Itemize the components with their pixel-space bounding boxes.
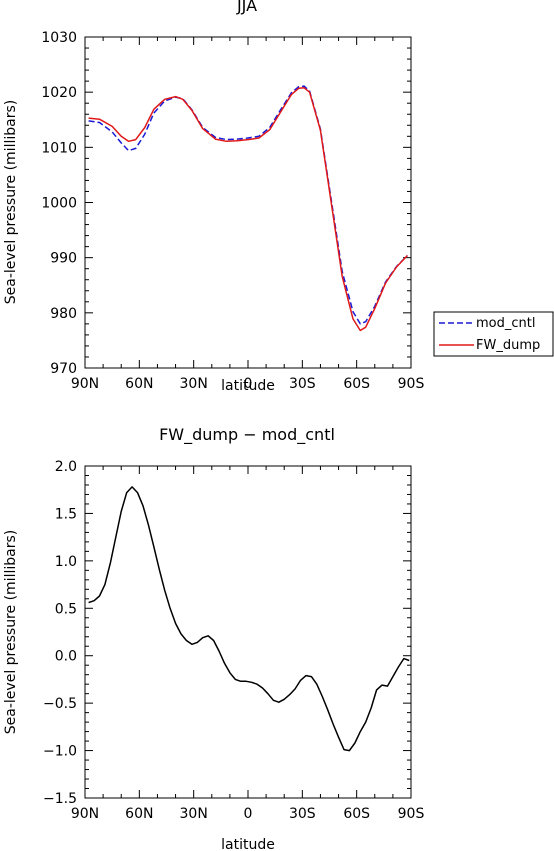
y-tick-label: −1.0 bbox=[43, 744, 77, 760]
x-tick-label: 30N bbox=[180, 376, 208, 392]
x-tick-label: 60S bbox=[343, 376, 370, 392]
y-tick-label: 1.5 bbox=[55, 506, 77, 522]
chart-title: FW_dump − mod_cntl bbox=[159, 425, 335, 445]
x-tick-label: 60N bbox=[125, 376, 153, 392]
y-tick-label: 1020 bbox=[41, 85, 77, 101]
panel-top-jja: JJA 970 980 990 1000 1010 1020 1030 90N 60N 30N 0… bbox=[3, 0, 554, 394]
x-tick-label: 90N bbox=[71, 806, 99, 822]
legend-label-mod-cntl: mod_cntl bbox=[476, 316, 535, 331]
series-line-mod-cntl bbox=[88, 85, 408, 325]
plot-frame bbox=[84, 465, 412, 799]
x-tick-label: 30S bbox=[289, 376, 316, 392]
y-tick-label: −1.5 bbox=[43, 791, 77, 807]
legend-box bbox=[433, 311, 554, 357]
x-axis-label: latitude bbox=[221, 837, 275, 851]
y-tick-label: 0.0 bbox=[55, 649, 77, 665]
y-tick-label: 1030 bbox=[41, 30, 77, 46]
x-tick-label: 30N bbox=[180, 806, 208, 822]
chart-title: JJA bbox=[236, 0, 257, 15]
x-tick-label: 0 bbox=[244, 376, 253, 392]
x-tick-label: 30S bbox=[289, 806, 316, 822]
x-tick-label: 90N bbox=[71, 376, 99, 392]
y-tick-label: 1.0 bbox=[55, 554, 77, 570]
y-tick-label: 970 bbox=[50, 361, 77, 377]
y-axis-label: Sea-level pressure (millibars) bbox=[3, 100, 19, 304]
x-tick-label: 0 bbox=[244, 806, 253, 822]
series-layer bbox=[88, 486, 410, 752]
series-line-difference bbox=[88, 486, 410, 752]
x-axis-label: latitude bbox=[221, 378, 275, 394]
y-axis-label: Sea-level pressure (millibars) bbox=[3, 530, 19, 734]
y-tick-label: 2.0 bbox=[55, 459, 77, 475]
y-tick-label: 1010 bbox=[41, 140, 77, 156]
y-axis: −1.5 −1.0 −0.5 0.0 0.5 1.0 1.5 2.0 bbox=[43, 459, 411, 807]
y-tick-label: 980 bbox=[50, 306, 77, 322]
x-tick-label: 90S bbox=[398, 806, 425, 822]
y-tick-label: 0.5 bbox=[55, 601, 77, 617]
x-axis: 90N 60N 30N 0 30S 60S 90S bbox=[71, 466, 425, 822]
y-axis: 970 980 990 1000 1010 1020 1030 bbox=[41, 30, 411, 377]
legend-label-fw-dump: FW_dump bbox=[476, 338, 540, 353]
x-tick-label: 60S bbox=[343, 806, 370, 822]
series-layer bbox=[88, 85, 408, 332]
series-line-fw-dump bbox=[88, 87, 408, 332]
y-tick-label: 1000 bbox=[41, 196, 77, 212]
x-axis: 90N 60N 30N 0 30S 60S 90S bbox=[71, 37, 425, 392]
x-tick-label: 90S bbox=[398, 376, 425, 392]
y-tick-label: −0.5 bbox=[43, 696, 77, 712]
y-tick-label: 990 bbox=[50, 251, 77, 267]
plot-frame bbox=[84, 36, 412, 369]
legend: mod_cntl FW_dump bbox=[439, 316, 540, 353]
panel-bottom-difference: FW_dump − mod_cntl −1.5 −1.0 −0.5 0.0 0.5 1.0… bbox=[3, 425, 424, 851]
x-tick-label: 60N bbox=[125, 806, 153, 822]
